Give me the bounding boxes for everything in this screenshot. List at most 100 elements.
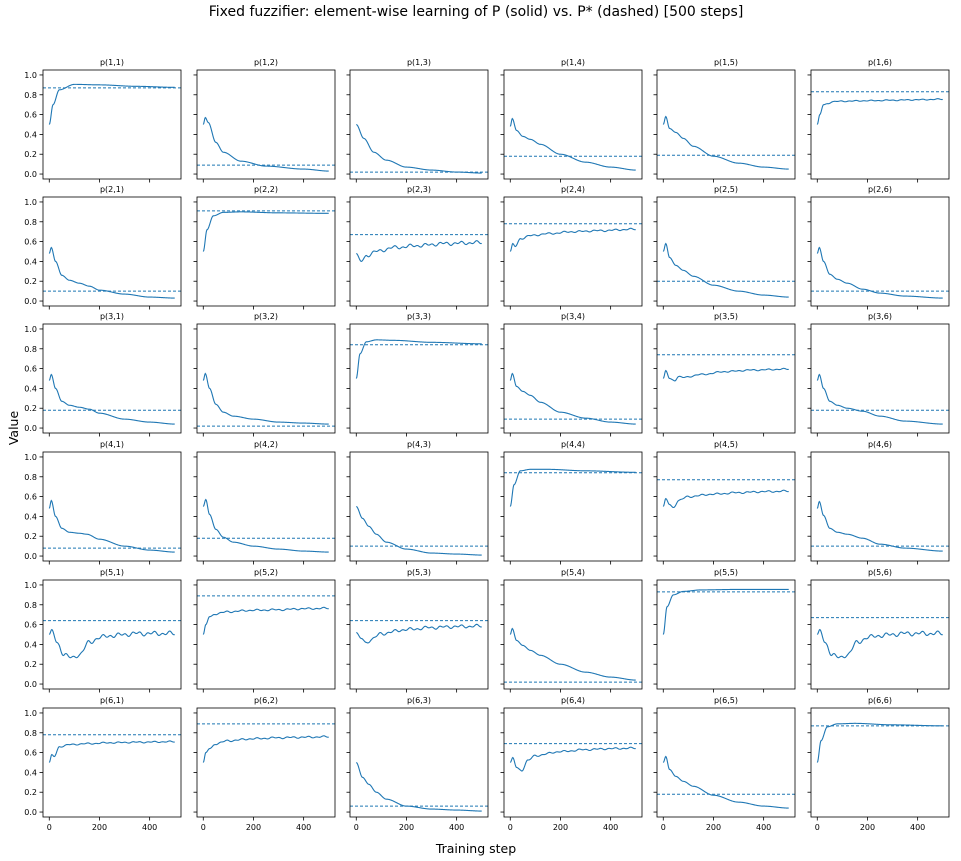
x-tick-label: 0	[661, 823, 666, 832]
learned-curve-solid	[48, 740, 175, 763]
subplot-title: p(6,4)	[561, 696, 585, 705]
subplot-65: p(6,5) 0 200 400	[653, 696, 796, 832]
subplot-title: p(5,6)	[868, 568, 892, 577]
y-tick-label: 1.0	[24, 325, 37, 334]
learned-curve-solid	[48, 499, 175, 553]
learned-curve-solid	[816, 722, 943, 763]
subplot-title: p(3,3)	[407, 312, 431, 321]
learned-curve-solid	[509, 627, 636, 681]
subplot-35: p(3,5)	[653, 312, 796, 437]
subplot-title: p(2,6)	[868, 185, 892, 194]
y-tick-label: 0.8	[24, 218, 37, 227]
learned-curve-solid	[816, 246, 943, 299]
subplot-23: p(2,3)	[346, 185, 489, 310]
subplot-41: p(4,1) 0.0 0.2 0.4 0.6 0.8 1.0	[24, 440, 182, 565]
subplot-title: p(1,6)	[868, 58, 892, 67]
y-tick-label: 1.0	[24, 71, 37, 80]
axes-frame	[656, 69, 796, 180]
y-tick-label: 0.0	[24, 680, 37, 689]
x-tick-label: 400	[756, 823, 771, 832]
axes-frame	[656, 707, 796, 818]
axes-frame	[810, 451, 950, 562]
subplot-title: p(3,2)	[254, 312, 278, 321]
subplot-15: p(1,5)	[653, 58, 796, 183]
learned-curve-solid	[816, 500, 943, 552]
subplot-title: p(5,2)	[254, 568, 278, 577]
y-tick-label: 0.6	[24, 621, 37, 630]
learned-curve-solid	[816, 373, 943, 425]
axes-frame	[349, 451, 489, 562]
y-tick-label: 0.8	[24, 91, 37, 100]
x-tick-label: 200	[553, 823, 568, 832]
y-tick-label: 0.4	[24, 384, 37, 393]
learned-curve-solid	[662, 588, 789, 635]
learned-curve-solid	[356, 623, 482, 644]
x-tick-label: 0	[815, 823, 820, 832]
learned-curve-solid	[355, 339, 482, 379]
subplot-title: p(5,1)	[100, 568, 124, 577]
axes-frame	[42, 579, 182, 690]
axes-frame	[349, 579, 489, 690]
axes-frame	[196, 579, 336, 690]
y-tick-label: 0.2	[24, 404, 37, 413]
subplot-title: p(4,3)	[407, 440, 431, 449]
y-tick-label: 1.0	[24, 581, 37, 590]
y-tick-label: 0.4	[24, 130, 37, 139]
axes-frame	[810, 707, 950, 818]
learned-curve-solid	[48, 628, 175, 659]
subplot-36: p(3,6)	[807, 312, 950, 437]
y-tick-label: 0.4	[24, 640, 37, 649]
subplot-title: p(3,5)	[714, 312, 738, 321]
learned-curve-solid	[509, 468, 636, 507]
x-tick-label: 400	[296, 823, 311, 832]
learned-curve-solid	[509, 372, 636, 425]
y-tick-label: 1.0	[24, 709, 37, 718]
axes-frame	[349, 196, 489, 307]
learned-curve-solid	[509, 227, 636, 252]
axes-frame	[656, 579, 796, 690]
subplot-55: p(5,5)	[653, 568, 796, 693]
axes-frame	[503, 69, 643, 180]
subplot-title: p(1,5)	[714, 58, 738, 67]
axes-frame	[656, 451, 796, 562]
y-axis-label: Value	[6, 411, 21, 446]
learned-curve-solid	[202, 606, 329, 635]
x-tick-label: 200	[399, 823, 414, 832]
x-axis-label: Training step	[435, 841, 516, 856]
axes-frame	[656, 196, 796, 307]
axes-frame	[196, 707, 336, 818]
learned-curve-solid	[202, 735, 329, 763]
subplot-54: p(5,4)	[500, 568, 643, 693]
subplot-title: p(4,6)	[868, 440, 892, 449]
subplot-61: p(6,1) 0 200 400 0.0 0.2 0.4 0.6 0.8 1.0	[24, 696, 182, 832]
axes-frame	[656, 323, 796, 434]
subplot-16: p(1,6)	[807, 58, 950, 183]
axes-frame	[42, 451, 182, 562]
subplot-64: p(6,4) 0 200 400	[500, 696, 643, 832]
learned-curve-solid	[202, 116, 329, 172]
y-tick-label: 0.2	[24, 660, 37, 669]
learned-curve-solid	[202, 211, 329, 252]
axes-frame	[503, 451, 643, 562]
subplot-title: p(2,3)	[407, 185, 431, 194]
subplot-title: p(3,6)	[868, 312, 892, 321]
axes-frame	[196, 451, 336, 562]
y-tick-label: 0.8	[24, 345, 37, 354]
axes-frame	[503, 323, 643, 434]
subplot-62: p(6,2) 0 200 400	[193, 696, 336, 832]
axes-frame	[349, 69, 489, 180]
axes-frame	[42, 196, 182, 307]
y-tick-label: 0.4	[24, 512, 37, 521]
subplot-title: p(4,4)	[561, 440, 585, 449]
subplot-31: p(3,1) 0.0 0.2 0.4 0.6 0.8 1.0	[24, 312, 182, 437]
subplot-title: p(4,1)	[100, 440, 124, 449]
subplot-66: p(6,6) 0 200 400	[807, 696, 950, 832]
axes-frame	[42, 69, 182, 180]
subplot-44: p(4,4)	[500, 440, 643, 565]
subplot-title: p(1,1)	[100, 58, 124, 67]
figure-title: Fixed fuzzifier: element-wise learning o…	[209, 4, 744, 20]
learned-curve-solid	[662, 755, 789, 809]
subplot-title: p(3,1)	[100, 312, 124, 321]
y-tick-label: 0.6	[24, 111, 37, 120]
